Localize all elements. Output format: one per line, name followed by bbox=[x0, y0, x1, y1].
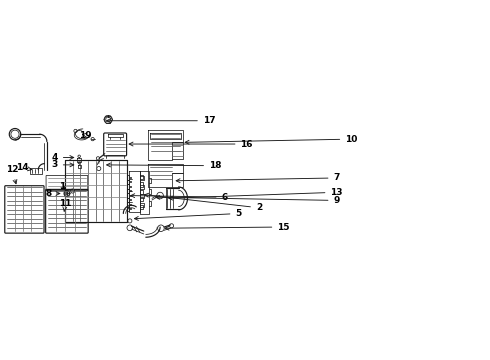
Text: 19: 19 bbox=[79, 131, 92, 140]
Text: 4: 4 bbox=[51, 153, 74, 162]
Text: 3: 3 bbox=[51, 160, 74, 169]
Text: 8: 8 bbox=[46, 189, 60, 198]
Text: 15: 15 bbox=[165, 222, 290, 231]
Text: 9: 9 bbox=[156, 195, 340, 205]
Text: 7: 7 bbox=[176, 174, 340, 183]
Text: 5: 5 bbox=[134, 209, 242, 220]
Text: 10: 10 bbox=[185, 135, 358, 144]
Text: 11: 11 bbox=[59, 199, 72, 211]
Text: 2: 2 bbox=[145, 193, 262, 212]
Text: 12: 12 bbox=[6, 165, 19, 184]
Text: 6: 6 bbox=[131, 193, 228, 202]
Text: 18: 18 bbox=[107, 161, 221, 170]
Text: 13: 13 bbox=[169, 188, 343, 200]
Text: 17: 17 bbox=[107, 116, 216, 125]
Text: 16: 16 bbox=[129, 140, 253, 149]
Text: 1: 1 bbox=[59, 182, 65, 191]
Text: 14: 14 bbox=[16, 163, 32, 172]
